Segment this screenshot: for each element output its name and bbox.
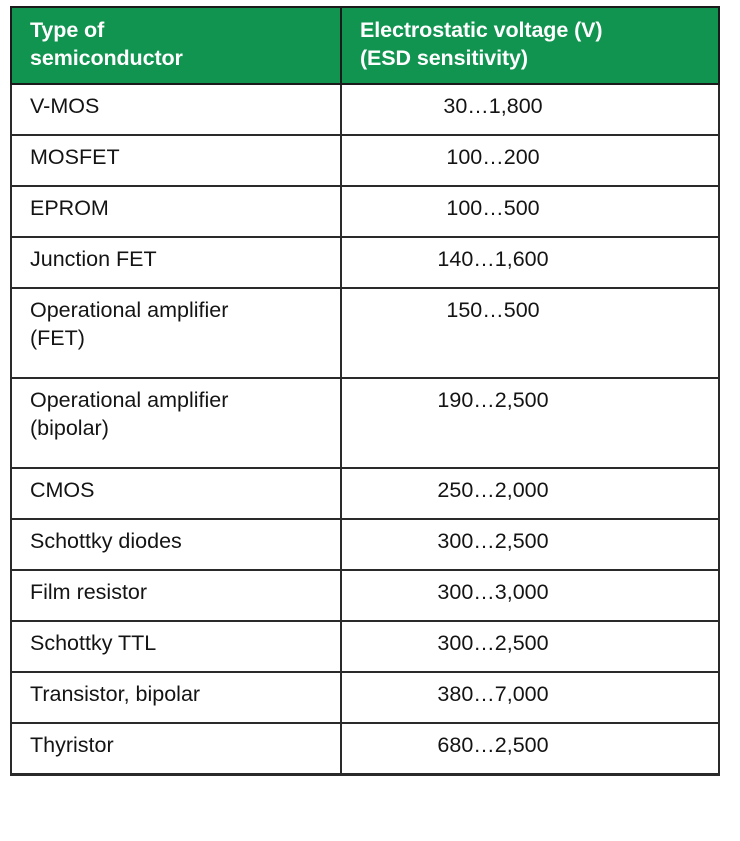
cell-voltage-line: 300…2,500 — [437, 631, 549, 656]
table-row: Junction FET 140…1,600 — [10, 236, 720, 290]
table-row: Thyristor 680…2,500 — [10, 722, 720, 776]
column-header-type: Type of semiconductor — [10, 5, 342, 86]
table-row: Schottky diodes 300…2,500 — [10, 518, 720, 572]
column-header-voltage-line1: Electrostatic voltage (V) — [360, 18, 603, 42]
cell-voltage-line: 30…1,800 — [443, 94, 543, 119]
cell-type: EPROM — [10, 185, 342, 239]
cell-voltage: 100…500 — [340, 185, 720, 239]
table-row: EPROM 100…500 — [10, 185, 720, 239]
cell-type-line: Schottky TTL — [30, 631, 157, 656]
table-row: Transistor, bipolar 380…7,000 — [10, 671, 720, 725]
esd-sensitivity-table: Type of semiconductor Electrostatic volt… — [10, 5, 720, 776]
cell-voltage: 100…200 — [340, 134, 720, 188]
cell-voltage: 300…2,500 — [340, 620, 720, 674]
cell-voltage: 150…500 — [340, 287, 720, 380]
table-header: Type of semiconductor Electrostatic volt… — [10, 5, 720, 86]
cell-type-line: Operational amplifier — [30, 298, 229, 323]
cell-voltage: 250…2,000 — [340, 467, 720, 521]
table-row: Film resistor 300…3,000 — [10, 569, 720, 623]
cell-type-line: Schottky diodes — [30, 529, 182, 554]
cell-voltage: 380…7,000 — [340, 671, 720, 725]
cell-voltage: 190…2,500 — [340, 377, 720, 470]
cell-type: Schottky TTL — [10, 620, 342, 674]
cell-voltage-line: 140…1,600 — [437, 247, 549, 272]
cell-type-line: Transistor, bipolar — [30, 682, 201, 707]
cell-type-line: EPROM — [30, 196, 109, 221]
column-header-type-line1: Type of — [30, 18, 105, 42]
cell-voltage: 300…3,000 — [340, 569, 720, 623]
cell-type-line: (FET) — [30, 325, 85, 350]
table-row: CMOS 250…2,000 — [10, 467, 720, 521]
cell-type: CMOS — [10, 467, 342, 521]
cell-type: Transistor, bipolar — [10, 671, 342, 725]
cell-voltage: 680…2,500 — [340, 722, 720, 776]
cell-type-line: CMOS — [30, 478, 95, 503]
cell-voltage-line: 190…2,500 — [437, 388, 549, 413]
column-header-voltage: Electrostatic voltage (V) (ESD sensitivi… — [340, 5, 720, 86]
header-row: Type of semiconductor Electrostatic volt… — [10, 5, 720, 86]
cell-type: Operational amplifier (bipolar) — [10, 377, 342, 470]
cell-voltage-line: 150…500 — [446, 298, 540, 323]
cell-voltage-line: 380…7,000 — [437, 682, 549, 707]
cell-type: Film resistor — [10, 569, 342, 623]
cell-type-line: Thyristor — [30, 733, 114, 758]
cell-voltage-line: 100…200 — [446, 145, 540, 170]
table-row: Schottky TTL 300…2,500 — [10, 620, 720, 674]
cell-type-line: Operational amplifier — [30, 388, 229, 413]
cell-type-line: (bipolar) — [30, 415, 109, 440]
cell-voltage-line: 250…2,000 — [437, 478, 549, 503]
table-row: Operational amplifier (bipolar) 190…2,50… — [10, 377, 720, 470]
cell-type-line: V-MOS — [30, 94, 100, 119]
table-row: Operational amplifier (FET) 150…500 — [10, 287, 720, 380]
cell-voltage-line: 300…3,000 — [437, 580, 549, 605]
table-row: MOSFET 100…200 — [10, 134, 720, 188]
cell-voltage: 30…1,800 — [340, 83, 720, 137]
table-row: V-MOS 30…1,800 — [10, 83, 720, 137]
cell-voltage: 300…2,500 — [340, 518, 720, 572]
cell-voltage: 140…1,600 — [340, 236, 720, 290]
cell-voltage-line: 680…2,500 — [437, 733, 549, 758]
cell-type-line: Junction FET — [30, 247, 157, 272]
cell-type-line: MOSFET — [30, 145, 120, 170]
table-body: V-MOS 30…1,800 MOSFET 100…200 EPROM — [10, 83, 720, 776]
cell-type: Operational amplifier (FET) — [10, 287, 342, 380]
cell-voltage-line: 100…500 — [446, 196, 540, 221]
column-header-voltage-line2: (ESD sensitivity) — [360, 45, 528, 70]
cell-type-line: Film resistor — [30, 580, 148, 605]
cell-type: V-MOS — [10, 83, 342, 137]
cell-voltage-line: 300…2,500 — [437, 529, 549, 554]
cell-type: Thyristor — [10, 722, 342, 776]
cell-type: Schottky diodes — [10, 518, 342, 572]
cell-type: MOSFET — [10, 134, 342, 188]
cell-type: Junction FET — [10, 236, 342, 290]
column-header-type-line2: semiconductor — [30, 45, 183, 70]
